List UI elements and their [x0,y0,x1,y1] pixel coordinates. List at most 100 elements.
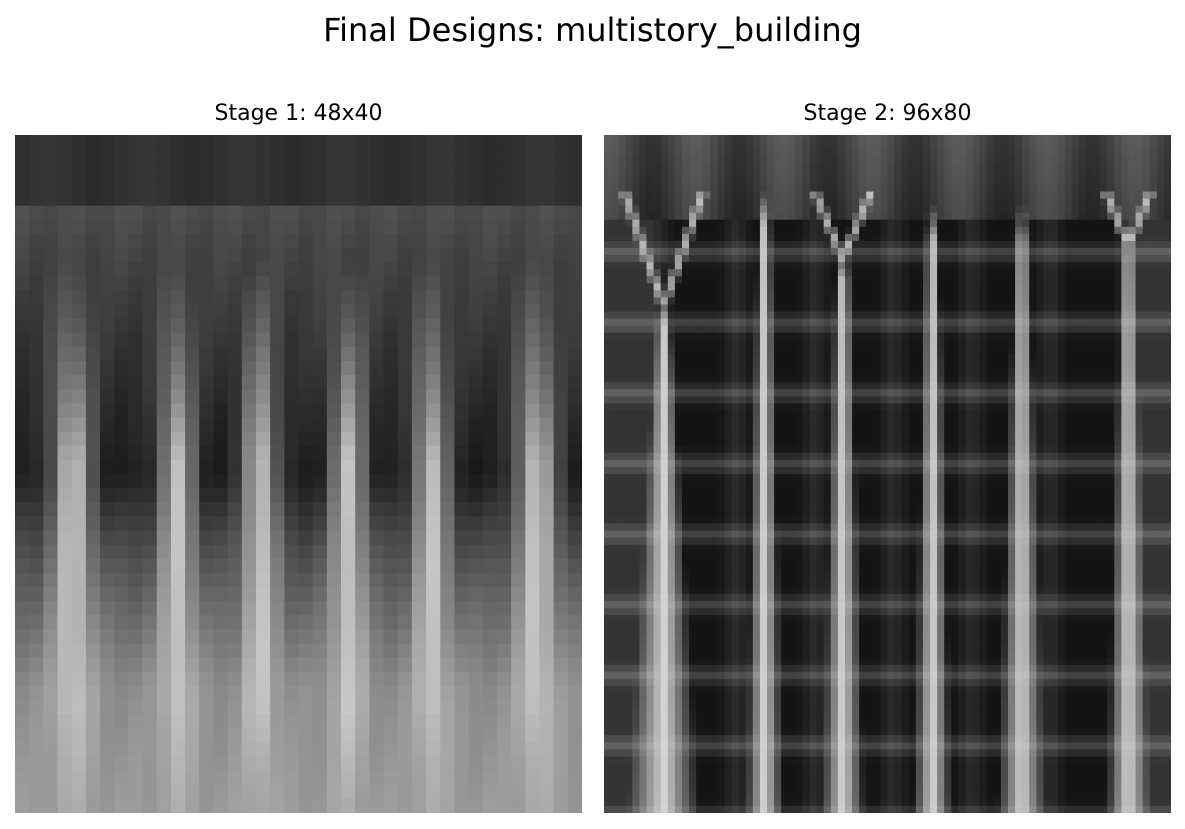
stage-1-pixel [255,177,271,193]
stage-2-pixel [1071,142,1080,150]
stage-2-pixel [844,297,853,306]
stage-2-pixel [689,191,697,200]
stage-1-pixel [511,233,526,249]
stage-1-pixel [15,262,30,277]
stage-2-pixel [731,142,740,150]
stage-1-pixel [57,233,73,249]
stage-2-pixel [852,219,860,228]
stage-1-pixel [43,643,59,659]
stage-2-pixel [1015,212,1023,221]
stage-1-pixel [114,657,130,673]
stage-1-pixel [100,728,115,743]
stage-2-pixel [1135,339,1144,348]
stage-1-pixel [539,417,555,433]
stage-2-pixel [937,325,945,334]
stage-2-pixel [653,212,662,221]
stage-1-pixel [71,488,87,503]
stage-1-pixel [199,572,215,588]
stage-2-pixel [1022,304,1030,313]
stage-2-pixel [724,191,733,200]
stage-1-pixel [284,149,300,164]
stage-2-pixel [1107,276,1115,284]
stage-2-pixel [1029,255,1037,263]
stage-1-pixel [270,488,285,503]
stage-2-pixel [986,262,995,270]
stage-1-pixel [553,248,569,263]
stage-2-pixel [1043,269,1052,277]
stage-2-pixel [922,212,931,221]
stage-2-pixel [681,177,690,186]
stage-2-pixel [802,163,811,171]
stage-1-pixel [255,290,271,306]
stage-2-pixel [979,255,988,263]
stage-1-pixel [482,403,498,419]
stage-1-pixel [213,403,229,419]
stage-2-pixel [1064,170,1073,178]
stage-2-pixel [972,163,981,171]
stage-1-pixel [270,346,285,362]
stage-1-pixel [326,389,342,404]
stage-2-pixel [1107,135,1115,143]
stage-1-pixel [312,304,328,320]
stage-1-pixel [284,332,300,348]
stage-2-pixel [738,135,747,143]
stage-2-pixel [958,184,967,193]
stage-1-pixel [85,163,101,178]
stage-1-pixel [369,572,385,588]
stage-2-pixel [788,170,796,178]
stage-1-pixel [539,219,555,235]
stage-2-pixel [1043,255,1052,263]
stage-2-pixel [646,276,655,284]
stage-2-pixel [632,156,641,164]
stage-2-pixel [816,276,825,284]
stage-2-pixel [1107,240,1115,249]
stage-2-pixel [1029,346,1037,355]
stage-1-pixel [411,558,427,574]
stage-2-pixel [823,382,832,390]
stage-2-pixel [844,339,853,348]
stage-2-pixel [724,142,733,150]
stage-1-pixel [142,177,158,193]
stage-2-pixel [1000,255,1009,263]
stage-2-pixel [922,325,931,334]
stage-1-pixel [114,728,130,743]
stage-2-pixel [674,375,683,383]
stage-2-pixel [1050,269,1059,277]
stage-2-pixel [1135,163,1144,171]
stage-2-pixel [1000,184,1009,193]
stage-2-pixel [646,346,655,355]
stage-2-pixel [618,233,626,242]
stage-1-pixel [100,742,115,758]
stage-2-pixel [915,262,924,270]
stage-1-pixel [29,544,44,560]
stage-2-pixel [979,142,988,150]
stage-1-pixel [383,219,399,235]
stage-2-pixel [710,149,718,157]
stage-1-pixel [383,290,399,306]
stage-1-pixel [482,657,498,673]
stage-2-pixel [1121,255,1130,263]
stage-2-pixel [1100,170,1108,178]
stage-1-pixel [156,657,172,673]
stage-1-pixel [71,784,87,800]
stage-2-pixel [632,297,641,306]
stage-2-pixel [689,262,697,270]
stage-2-pixel [837,361,846,369]
stage-2-pixel [1149,304,1158,313]
stage-2-pixel [908,375,917,383]
stage-2-pixel [837,389,846,397]
stage-2-pixel [937,262,945,270]
stage-2-pixel [1142,318,1151,327]
stage-2-pixel [1064,255,1073,263]
stage-1-pixel [270,643,285,659]
stage-1-pixel [85,629,101,645]
stage-2-pixel [951,170,959,178]
stage-2-pixel [1064,233,1073,242]
stage-2-pixel [986,135,995,143]
stage-1-pixel [100,558,115,574]
stage-2-pixel [1043,149,1052,157]
stage-1-pixel [85,502,101,517]
stage-1-pixel [496,572,512,588]
stage-2-pixel [689,240,697,249]
stage-2-pixel [703,361,711,369]
